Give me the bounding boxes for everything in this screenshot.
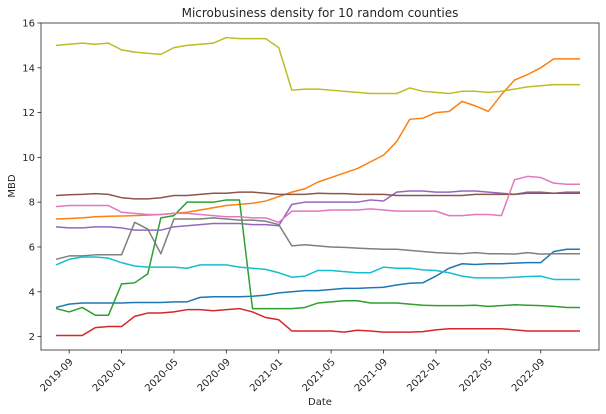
- x-tick-label: 2020-09: [196, 357, 233, 394]
- x-axis-label: Date: [308, 397, 332, 408]
- series-line-9: [55, 36, 581, 95]
- x-tick-label: 2021-05: [300, 357, 337, 394]
- series-line-4: [56, 307, 581, 337]
- series-line-3: [55, 199, 581, 317]
- y-axis: 2 4 6 8 10 12 14 16: [22, 19, 41, 343]
- series-layer: [55, 36, 581, 337]
- series-line-5: [55, 190, 581, 231]
- y-tick-label: 8: [29, 198, 35, 209]
- x-tick-label: 2021-09: [353, 357, 390, 394]
- y-tick-label: 14: [22, 63, 35, 74]
- y-axis-label: MBD: [7, 174, 18, 197]
- plot-area-frame: [40, 22, 600, 351]
- chart-title: Microbusiness density for 10 random coun…: [182, 6, 459, 20]
- series-line-1: [55, 248, 581, 309]
- series-line-7: [55, 175, 581, 224]
- x-tick-label: 2022-01: [405, 357, 442, 394]
- y-tick-label: 12: [22, 108, 35, 119]
- x-tick-label: 2020-05: [143, 357, 180, 394]
- y-tick-label: 10: [22, 153, 35, 164]
- y-tick-label: 2: [29, 332, 35, 343]
- y-tick-label: 16: [22, 19, 35, 30]
- x-tick-label: 2020-01: [91, 357, 128, 394]
- series-line-10: [55, 256, 581, 281]
- series-line-2: [56, 58, 581, 220]
- y-tick-label: 4: [29, 287, 35, 298]
- x-tick-label: 2022-05: [458, 357, 495, 394]
- x-axis: 2019-09 2020-01 2020-05 2020-09 2021-01 2021-…: [38, 350, 547, 394]
- x-tick-label: 2021-01: [248, 357, 285, 394]
- x-tick-label: 2022-09: [510, 357, 547, 394]
- x-tick-label: 2019-09: [38, 357, 75, 394]
- y-tick-label: 6: [29, 242, 35, 253]
- series-line-8: [55, 217, 581, 261]
- series-line-6: [56, 191, 581, 200]
